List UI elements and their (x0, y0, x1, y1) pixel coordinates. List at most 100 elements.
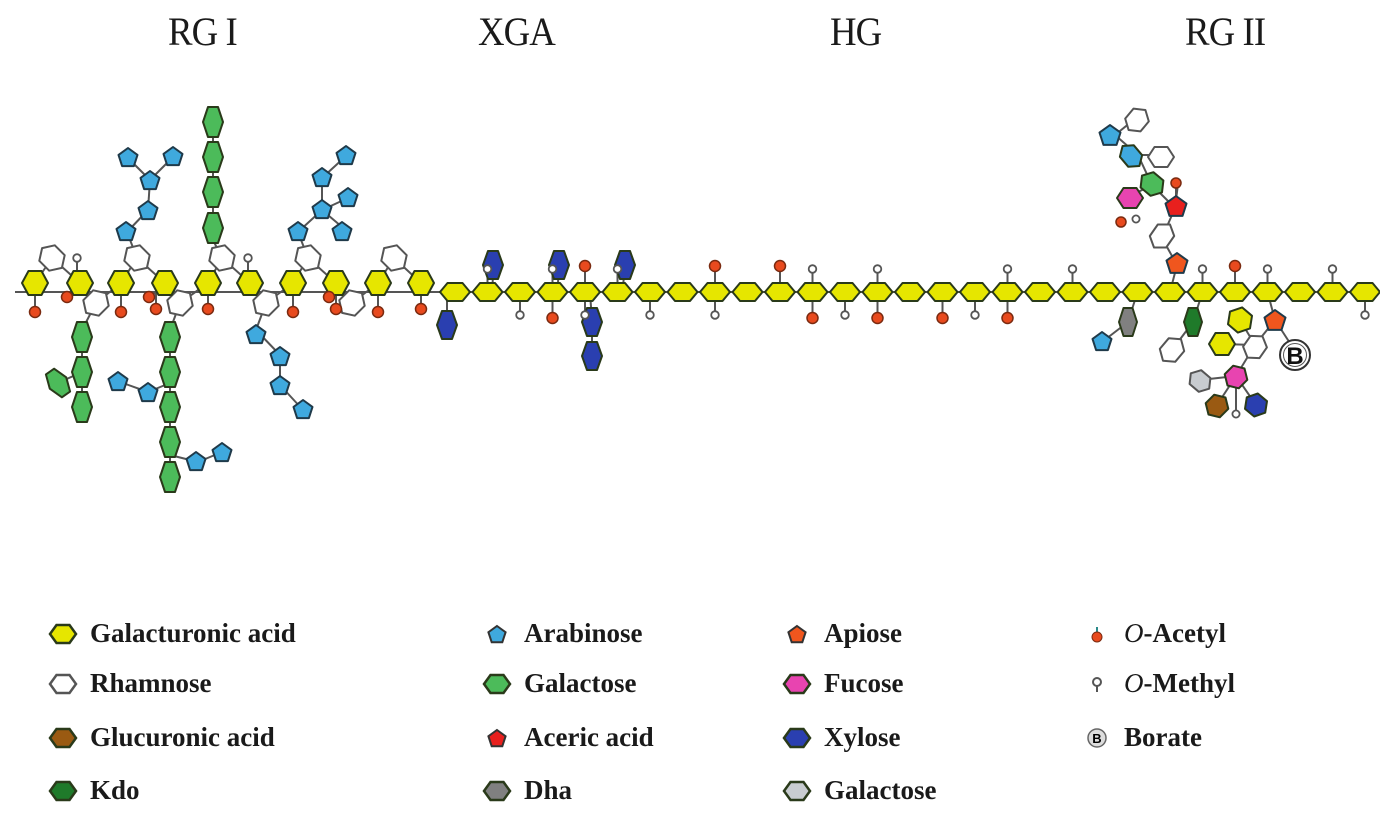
rhamnose-unit (338, 289, 366, 317)
galacturonic-acid-unit (21, 270, 49, 296)
legend-label: Galacturonic acid (90, 618, 296, 648)
galacturonic-acid-unit (796, 282, 829, 302)
legend-item-o-methyl: O-Methyl (1082, 668, 1235, 699)
rhamnose-unit (1148, 223, 1176, 249)
galacturonic-acid-unit (151, 270, 179, 296)
arabinose-unit (115, 221, 137, 242)
arabinose-unit (1091, 331, 1113, 352)
galactose-unit (202, 141, 224, 173)
galactose-unit (44, 367, 72, 399)
o-methyl-icon (1262, 264, 1273, 274)
galactose-unit (71, 391, 93, 423)
glucuronic-acid-icon (48, 727, 78, 748)
galacturonic-acid-unit (1154, 282, 1186, 302)
galacturonic-acid-unit (894, 282, 926, 302)
galacturonic-acid-unit (1284, 282, 1316, 302)
galacturonic-acid-unit (601, 282, 634, 302)
xylose-unit (436, 310, 458, 340)
galactose-unit (1188, 369, 1212, 393)
legend-label: Galactose (524, 668, 637, 698)
galactose-2-icon (782, 780, 812, 801)
o-acetyl-icon (60, 290, 74, 304)
o-methyl-icon (1197, 264, 1208, 274)
galacturonic-acid-unit (236, 270, 264, 296)
apiose-unit (1263, 309, 1287, 331)
legend: Galacturonic acid Rhamnose Glucuronic acid… (0, 610, 1380, 815)
legend-label: Dha (524, 775, 573, 805)
galactose-unit (1139, 171, 1165, 197)
fucose-icon (782, 673, 812, 694)
galactose-unit (202, 106, 224, 138)
rhamnose-unit (123, 244, 151, 272)
galacturonic-acid-unit (699, 282, 731, 302)
arabinose-unit (1098, 124, 1122, 146)
legend-label: Fucose (824, 668, 904, 698)
legend-item-apiose: Apiose (782, 618, 902, 649)
rhamnose-unit (166, 289, 194, 317)
o-methyl-icon (710, 310, 720, 320)
o-acetyl-icon (1170, 177, 1182, 189)
o-methyl-icon (872, 264, 883, 274)
o-acetyl-icon (286, 305, 300, 319)
legend-item-glucuronic-acid: Glucuronic acid (48, 722, 275, 753)
o-acetyl-icon (28, 305, 42, 319)
galactose-unit (159, 356, 181, 388)
o-acetyl-icon (414, 302, 428, 316)
arabinose-unit (1118, 144, 1144, 168)
o-methyl-icon (1360, 310, 1370, 320)
title-rg1: RG I (168, 9, 238, 54)
galacturonic-acid-unit (731, 282, 764, 302)
pectin-structure-diagram: B (15, 106, 1380, 493)
legend-item-aceric-acid: Aceric acid (482, 722, 654, 753)
borate-ring (1283, 343, 1307, 367)
arabinose-unit (287, 221, 309, 242)
o-acetyl-icon (1001, 311, 1014, 325)
apiose-icon (787, 624, 807, 643)
galacturonic-acid-unit (666, 282, 699, 302)
aceric-acid-icon (487, 728, 507, 747)
galacturonic-acid-unit (1024, 282, 1056, 302)
o-acetyl-icon (142, 290, 156, 304)
dha-unit (1118, 307, 1138, 337)
rhamnose-unit (1147, 146, 1175, 168)
arabinose-unit (107, 371, 129, 392)
o-methyl-icon (1002, 264, 1013, 274)
glucuronic-acid-unit (1204, 393, 1230, 419)
aceric-acid-unit (1164, 195, 1188, 217)
arabinose-unit (139, 170, 161, 191)
arabinose-unit (162, 146, 184, 167)
xylose-unit (1244, 392, 1268, 418)
legend-item-rhamnose: Rhamnose (48, 668, 212, 699)
o-methyl-icon (1092, 676, 1102, 692)
o-acetyl-icon (708, 259, 722, 273)
galactose-unit (202, 212, 224, 244)
arabinose-unit (311, 199, 333, 220)
o-acetyl-icon (201, 302, 215, 316)
legend-item-galactose: Galactose (482, 668, 636, 699)
arabinose-unit (337, 187, 359, 208)
arabinose-unit (137, 200, 159, 221)
fucose-unit (1116, 187, 1144, 209)
apiose-unit (1165, 252, 1189, 274)
o-methyl-icon (807, 264, 818, 274)
o-methyl-icon (243, 253, 253, 263)
galactose-unit (159, 321, 181, 353)
o-methyl-icon (612, 264, 623, 274)
legend-item-o-acetyl: O-Acetyl (1082, 618, 1226, 649)
rhamnose-unit (1124, 107, 1150, 133)
galactose-unit (159, 426, 181, 458)
legend-item-arabinose: Arabinose (482, 618, 643, 649)
o-methyl-icon (580, 310, 590, 320)
arabinose-icon (487, 624, 507, 643)
galacturonic-acid-unit (634, 282, 666, 302)
galacturonic-acid-unit (991, 282, 1024, 302)
o-methyl-icon (970, 310, 980, 320)
o-methyl-icon (482, 264, 493, 274)
legend-item-xylose: Xylose (782, 722, 901, 753)
galacturonic-acid-unit (764, 282, 796, 302)
title-hg: HG (830, 9, 882, 54)
galacturonic-acid-unit (569, 282, 601, 302)
rhamnose-unit (252, 289, 280, 317)
rhamnose-icon (48, 673, 78, 694)
galacturonic-acid-unit (1251, 282, 1284, 302)
